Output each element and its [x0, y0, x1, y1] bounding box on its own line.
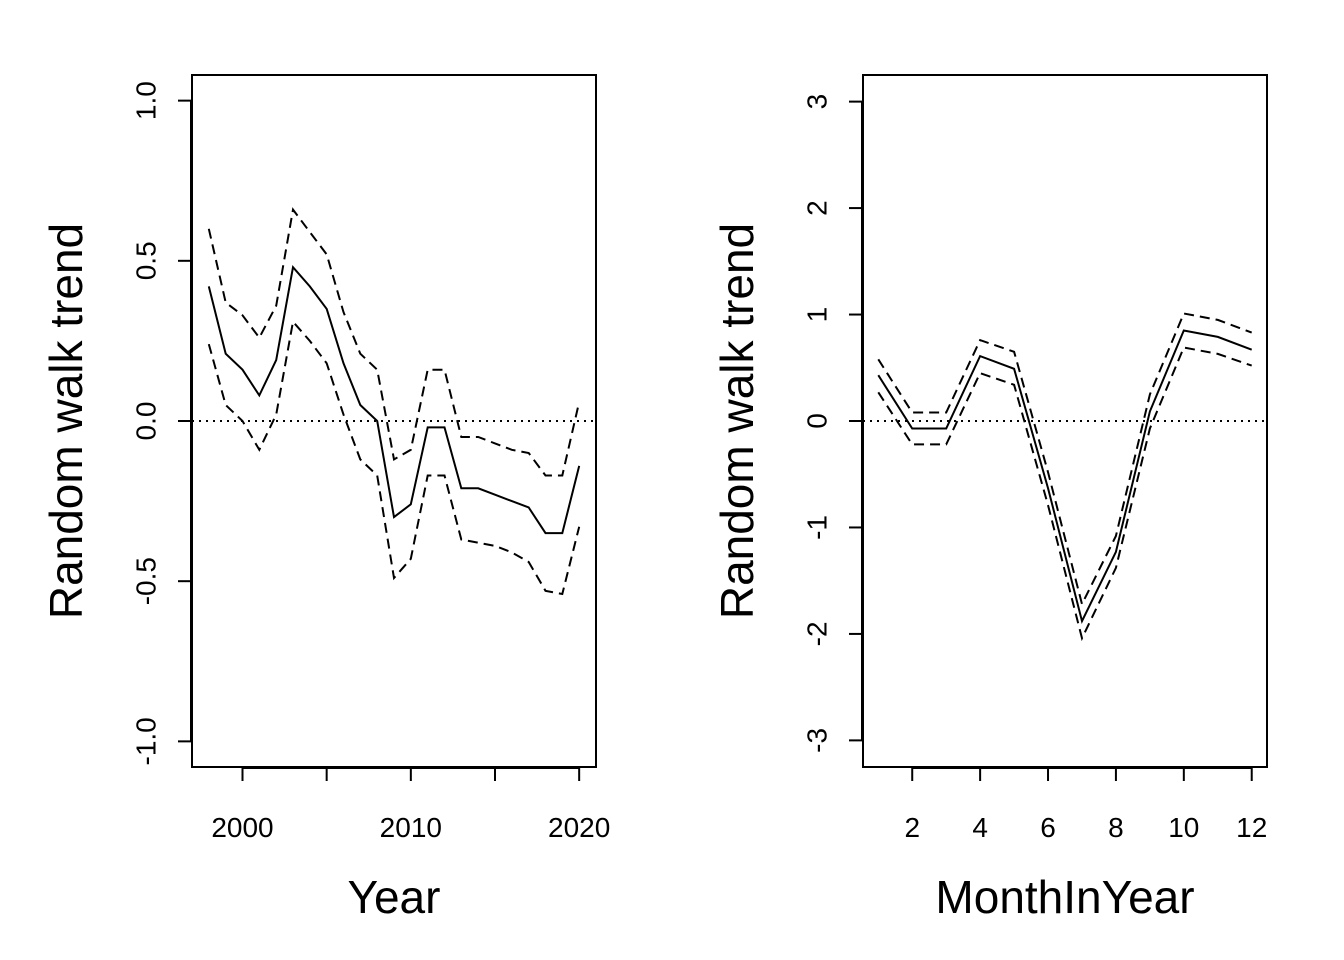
x-tick-label: 2020 — [548, 812, 610, 843]
x-tick-label: 4 — [972, 812, 988, 843]
x-axis-title: MonthInYear — [935, 871, 1194, 923]
y-tick-label: -1.0 — [131, 717, 162, 765]
estimate-line — [207, 264, 581, 535]
x-tick-label: 8 — [1108, 812, 1124, 843]
y-tick-label: 1.0 — [131, 81, 162, 120]
x-tick-label: 12 — [1236, 812, 1267, 843]
x-tick-label: 2000 — [211, 812, 273, 843]
y-tick-label: -3 — [802, 728, 833, 753]
lower-bound-line — [207, 319, 581, 596]
upper-bound-line — [877, 312, 1253, 607]
y-tick-label: -0.5 — [131, 557, 162, 605]
x-tick-label: 6 — [1040, 812, 1056, 843]
x-tick-label: 2010 — [380, 812, 442, 843]
y-tick-label: -2 — [802, 621, 833, 646]
y-tick-label: 0.5 — [131, 241, 162, 280]
y-tick-label: 3 — [802, 94, 833, 110]
x-tick-label: 2 — [904, 812, 920, 843]
lower-bound-line — [877, 346, 1253, 642]
y-tick-label: 1 — [802, 307, 833, 323]
y-tick-label: 0.0 — [131, 402, 162, 441]
y-axis-title: Random walk trend — [40, 223, 92, 619]
panel-year-trend: 2000 2010 2020 -1.0 -0.5 0.0 0.5 1.0 Year Random … — [40, 74, 610, 923]
y-axis-title: Random walk trend — [711, 223, 763, 619]
y-tick-label: 0 — [802, 413, 833, 429]
x-tick-label: 10 — [1168, 812, 1199, 843]
upper-bound-line — [207, 207, 581, 477]
y-tick-label: 2 — [802, 200, 833, 216]
estimate-line — [877, 329, 1253, 624]
x-axis-title: Year — [348, 871, 441, 923]
y-tick-label: -1 — [802, 515, 833, 540]
